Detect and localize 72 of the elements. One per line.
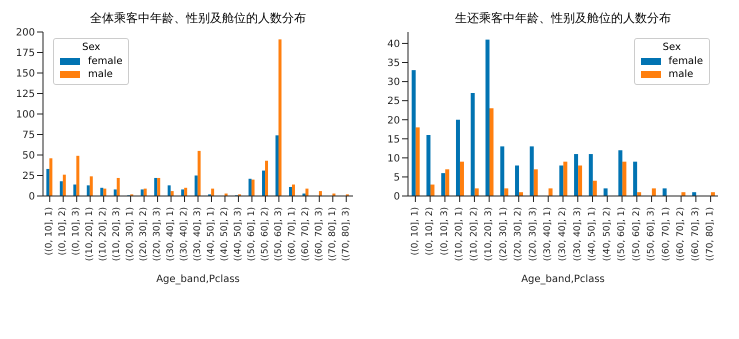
y-tick-label: 100 [16,110,35,121]
legend-label: female [88,56,122,67]
x-tick-label: ((20, 30], 2) [139,207,150,262]
x-tick-label: ((40, 50], 3) [233,207,244,262]
x-tick-label: ((50, 60], 3) [274,207,284,262]
x-tick-label: ((60, 70], 1) [661,207,672,262]
y-tick-label: 30 [387,77,400,88]
x-tick-label: ((30, 40], 1) [166,207,176,262]
x-tick-label: ((0, 10], 2) [58,207,68,256]
legend-label: male [668,69,694,80]
x-tick-label: ((50, 60], 1) [617,207,628,262]
chart-title: 全体乘客中年龄、性别及舱位的人数分布 [89,10,307,27]
x-tick-label: ((60, 70], 2) [676,207,686,262]
legend-title: Sex [81,42,102,53]
y-tick-label: 200 [16,28,35,39]
x-tick-label: ((10, 20], 3) [484,207,494,262]
legend-label: female [668,56,703,67]
legend-title: Sex [662,42,682,53]
x-tick-label: ((10, 20], 2) [469,207,480,262]
x-tick-label: ((10, 20], 2) [98,207,109,262]
x-tick-label: ((60, 70], 3) [690,207,701,262]
y-tick-label: 125 [16,89,35,100]
x-tick-label: ((50, 60], 2) [260,207,270,262]
y-tick-label: 40 [387,38,400,50]
y-tick-label: 15 [387,134,400,146]
x-axis-title: Age_band,Pclass [156,274,240,285]
x-tick-label: ((20, 30], 1) [498,207,509,262]
x-tick-label: ((0, 10], 1) [44,207,55,256]
y-tick-label: 0 [28,192,35,203]
x-tick-label: ((30, 40], 1) [543,207,554,262]
x-tick-label: ((50, 60], 1) [246,207,257,262]
x-tick-label: ((50, 60], 3) [646,207,657,262]
x-tick-label: ((40, 50], 1) [206,207,216,262]
y-tick-label: 25 [22,171,35,182]
y-tick-label: 5 [394,172,400,184]
x-tick-label: ((50, 60], 2) [632,207,642,262]
chart-title: 生还乘客中年龄、性别及舱位的人数分布 [454,10,672,27]
y-tick-label: 75 [22,130,35,142]
x-tick-label: ((40, 50], 2) [602,207,612,262]
x-tick-label: ((0, 10], 3) [440,207,450,256]
x-tick-label: ((40, 50], 2) [220,207,230,262]
x-tick-label: ((60, 70], 2) [300,207,311,262]
x-tick-label: ((60, 70], 3) [314,207,324,262]
y-tick-label: 25 [387,96,400,108]
legend-label: male [88,69,113,80]
x-tick-label: ((30, 40], 3) [193,207,203,262]
y-tick-label: 175 [16,48,35,60]
x-tick-label: ((70, 80], 3) [341,207,352,262]
y-tick-label: 50 [22,150,35,162]
x-tick-label: ((20, 30], 2) [514,207,524,262]
x-tick-label: ((30, 40], 2) [558,207,568,262]
y-tick-label: 150 [16,68,35,80]
x-tick-label: ((10, 20], 1) [454,207,465,262]
x-tick-label: ((40, 50], 1) [588,207,598,262]
x-tick-label: ((20, 30], 3) [152,207,163,262]
x-tick-label: ((30, 40], 3) [572,207,583,262]
y-tick-label: 10 [387,153,400,164]
x-tick-label: ((0, 10], 1) [410,207,420,256]
x-axis-title: Age_band,Pclass [521,274,605,285]
x-tick-label: ((10, 20], 1) [85,207,96,262]
x-tick-label: ((20, 30], 1) [126,207,136,262]
x-tick-label: ((60, 70], 1) [287,207,298,262]
y-tick-label: 0 [394,192,400,203]
x-tick-label: ((0, 10], 3) [72,207,82,256]
y-tick-label: 35 [387,58,400,70]
x-tick-label: ((10, 20], 3) [112,207,122,262]
x-tick-label: ((20, 30], 3) [528,207,538,262]
x-tick-label: ((0, 10], 2) [425,207,436,256]
x-tick-label: ((70, 80], 1) [706,207,716,262]
y-tick-label: 20 [387,115,400,126]
x-tick-label: ((70, 80], 1) [328,207,338,262]
x-tick-label: ((30, 40], 2) [180,207,190,262]
